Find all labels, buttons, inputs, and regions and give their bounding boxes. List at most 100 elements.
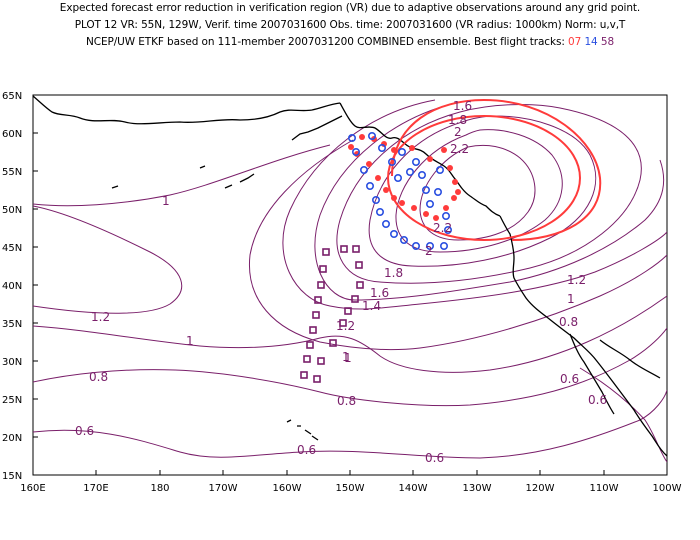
track-07-point: [433, 215, 439, 221]
aleutian-islands: [111, 115, 343, 189]
lon-tick-label: 110W: [590, 483, 619, 494]
track-14-point: [425, 242, 434, 251]
header-plot-info-line: PLOT 12 VR: 55N, 129W, Verif. time 20070…: [74, 19, 626, 31]
contour-label: 0.6: [425, 451, 444, 465]
contour-label: 0.6: [75, 424, 94, 438]
lon-axis-labels: 160E 170E 180 170W 160W 150W 140W 130W 1…: [20, 483, 681, 494]
track-07-point: [391, 195, 397, 201]
lon-tick-label: 130W: [463, 483, 492, 494]
contour-line: [282, 99, 667, 310]
alaska-coast: [33, 95, 341, 125]
contour-label: 0.6: [560, 372, 579, 386]
track-58-point: [352, 245, 360, 253]
contour-label: 2: [425, 244, 433, 258]
map-content: 1.6 1.8 2 2.2 2.2 2 1.8 1.6 1.4 1.2 1 1.…: [33, 95, 667, 465]
track-07-point: [451, 195, 457, 201]
lon-tick-label: 100W: [653, 483, 682, 494]
track-14-point: [417, 171, 426, 180]
contour-line: [314, 102, 665, 301]
contour-label: 0.8: [337, 394, 356, 408]
track-07-point: [399, 200, 405, 206]
lon-tick-label: 160W: [273, 483, 302, 494]
track-58-point: [329, 339, 337, 347]
contour-label: 1.6: [453, 99, 472, 113]
lat-tick-label: 20N: [2, 433, 22, 444]
track-58-point: [303, 355, 311, 363]
vr-circle-outer-arc: [391, 98, 602, 241]
lat-tick-label: 55N: [2, 167, 22, 178]
track-58-point: [355, 261, 363, 269]
track-14-point: [387, 158, 396, 167]
track-07-point: [391, 147, 397, 153]
bc-coast: [455, 179, 501, 217]
contour-line: [248, 139, 667, 351]
track-14-point: [433, 188, 442, 197]
header-ensemble-line: NCEP/UW ETKF based on 111-member 2007031…: [0, 34, 700, 51]
contour-label: 1: [186, 334, 194, 348]
contour-line: [33, 144, 331, 207]
mexico-coast: [599, 339, 661, 379]
contour-label: 0.8: [559, 315, 578, 329]
contour-labels: 1.6 1.8 2 2.2 2.2 2 1.8 1.6 1.4 1.2 1 1.…: [75, 99, 607, 465]
track-14-point: [435, 166, 444, 175]
track-14-point: [421, 186, 430, 195]
track-07-point: [411, 205, 417, 211]
track-14-point: [411, 242, 420, 251]
track-58-point: [306, 341, 314, 349]
track-07-point: [427, 156, 433, 162]
contour-label: 1.8: [384, 266, 403, 280]
track-07-point: [443, 205, 449, 211]
lat-tick-label: 35N: [2, 319, 22, 330]
contour-line: [395, 129, 563, 253]
flight-track-07: [348, 134, 461, 221]
hawaii-islands: [286, 419, 319, 441]
track-14-point: [425, 200, 434, 209]
contour-label: 2.2: [433, 221, 452, 235]
track-14-point: [441, 212, 450, 221]
lon-tick-label: 170W: [209, 483, 238, 494]
track-14-point: [351, 148, 360, 157]
track-58-point: [344, 307, 352, 315]
lon-tick-label: 140W: [399, 483, 428, 494]
contour-label: 1.2: [567, 273, 586, 287]
contour-label: 1.2: [336, 319, 355, 333]
track-07-point: [383, 187, 389, 193]
west-coast: [499, 215, 667, 457]
track-58-point: [351, 295, 359, 303]
contour-label: 1.6: [370, 286, 389, 300]
contour-line: [33, 295, 667, 373]
track-58-point: [322, 248, 330, 256]
track-58-point: [309, 326, 317, 334]
track-58-point: [317, 357, 325, 365]
track-07-point: [375, 175, 381, 181]
contour-label: 1.4: [362, 299, 381, 313]
contour-line: [368, 115, 597, 267]
lon-tick-marks: [32, 470, 668, 475]
lat-tick-label: 40N: [2, 281, 22, 292]
lat-tick-label: 15N: [2, 471, 22, 482]
lon-tick-label: 120W: [526, 483, 555, 494]
lon-tick-label: 160E: [20, 483, 45, 494]
lat-tick-label: 50N: [2, 205, 22, 216]
track-58-point: [340, 245, 348, 253]
contour-line: [33, 327, 667, 407]
track-07-point: [366, 161, 372, 167]
track-58-point: [313, 375, 321, 383]
track-07-point: [348, 144, 354, 150]
lat-tick-label: 45N: [2, 243, 22, 254]
track-58-point: [319, 265, 327, 273]
track-14-point: [393, 174, 402, 183]
lon-tick-label: 150W: [336, 483, 365, 494]
track-14-point: [405, 168, 414, 177]
header-ensemble-text: NCEP/UW ETKF based on 111-member 2007031…: [85, 36, 565, 48]
contour-line: [336, 104, 642, 284]
track-07-point: [409, 145, 415, 151]
track-14-point: [443, 226, 452, 235]
lat-tick-label: 25N: [2, 395, 22, 406]
track-58-point: [339, 319, 347, 327]
lat-tick-label: 60N: [2, 129, 22, 140]
contour-line: [419, 144, 536, 241]
track-58-label: 58: [600, 36, 615, 48]
track-07-point: [455, 189, 461, 195]
flight-track-14: [347, 132, 452, 251]
